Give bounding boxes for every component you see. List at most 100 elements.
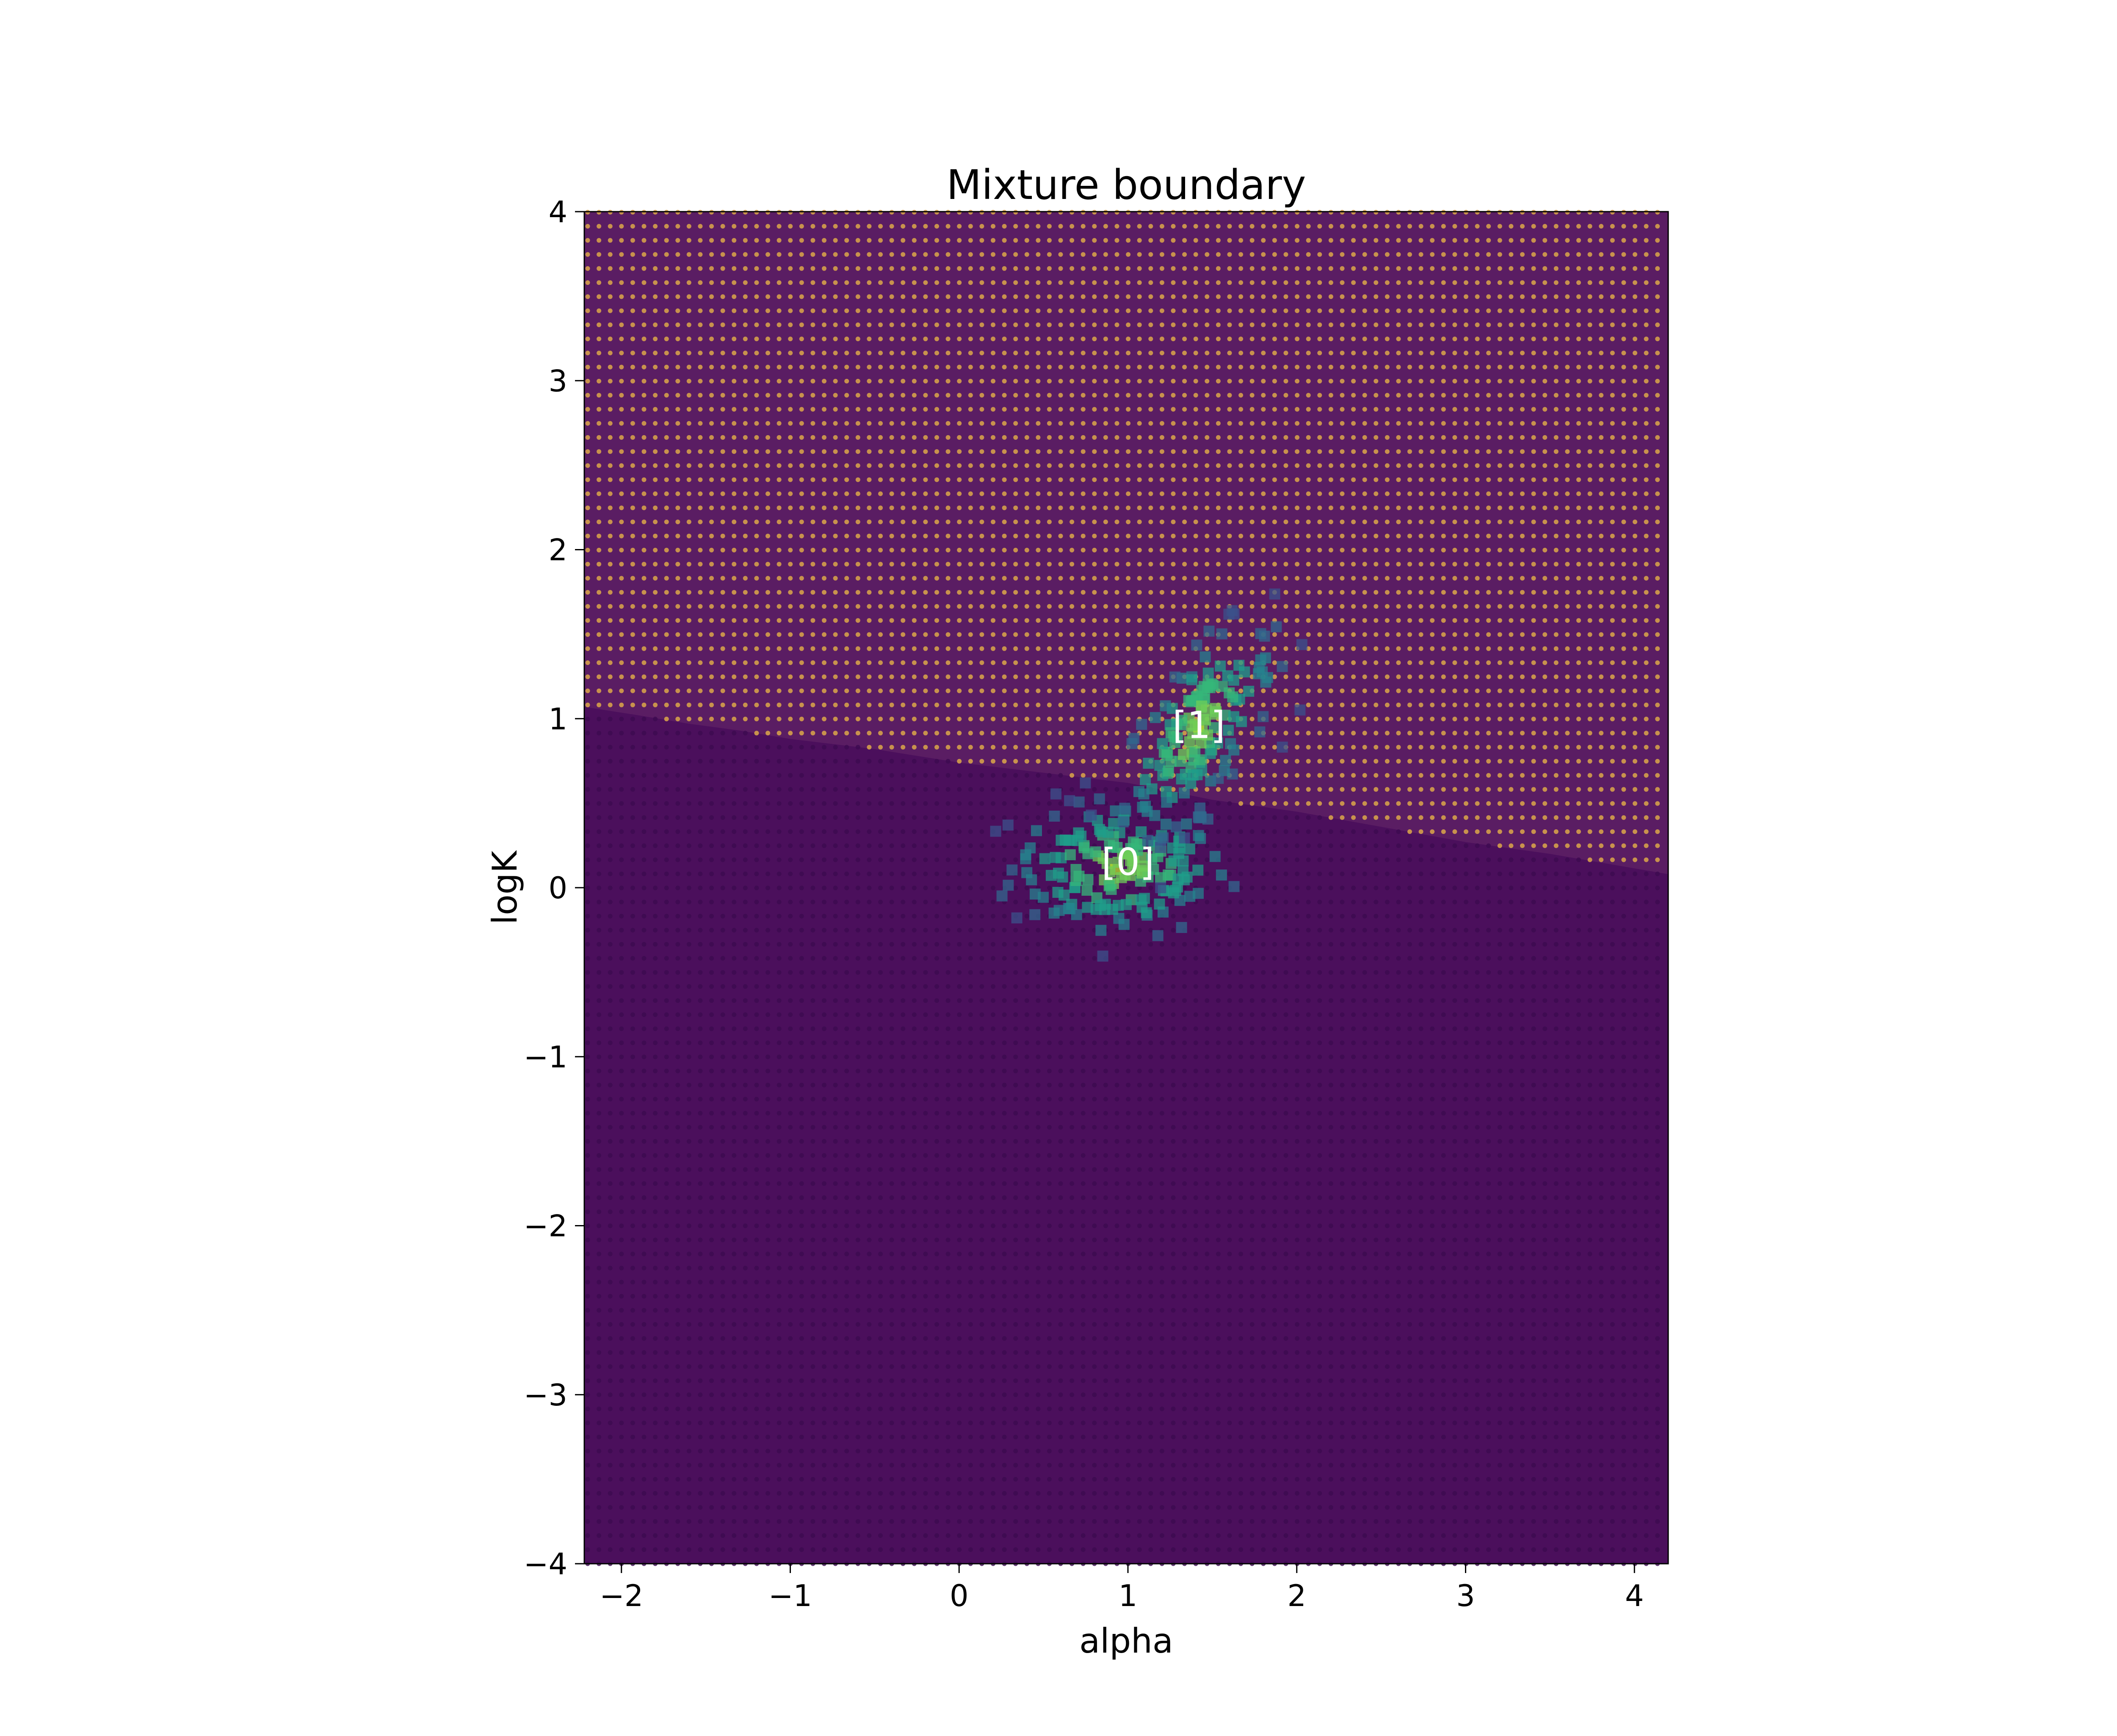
grid-dot-class-1 [1081,590,1086,595]
grid-dot-class-0 [923,1463,928,1468]
grid-dot-class-1 [912,660,917,665]
grid-dot-class-1 [1013,505,1018,511]
grid-dot-class-0 [1070,1435,1075,1440]
grid-dot-class-0 [799,1012,804,1017]
grid-dot-class-0 [810,829,815,834]
grid-dot-class-0 [912,1533,917,1538]
grid-dot-class-0 [788,871,793,876]
grid-dot-class-0 [698,1040,703,1045]
grid-dot-class-0 [799,970,804,975]
grid-dot-class-0 [810,1364,815,1369]
grid-dot-class-0 [968,857,973,862]
grid-dot-class-0 [1036,942,1041,947]
grid-dot-class-0 [754,1336,759,1341]
grid-dot-class-1 [1024,337,1029,342]
grid-dot-class-1 [889,562,894,567]
grid-dot-class-0 [1024,1139,1029,1144]
grid-dot-class-0 [1070,1082,1075,1087]
grid-dot-class-0 [1002,1111,1007,1116]
grid-dot-class-0 [979,801,984,806]
grid-dot-class-0 [1148,1111,1153,1116]
grid-dot-class-0 [743,1111,748,1116]
grid-dot-class-1 [641,688,647,693]
grid-dot-class-1 [698,351,703,356]
grid-dot-class-1 [1148,576,1153,581]
grid-dot-class-0 [709,773,714,778]
grid-dot-class-1 [1137,351,1142,356]
grid-dot-class-0 [585,1505,590,1510]
grid-dot-class-0 [1036,1111,1041,1116]
grid-dot-class-0 [822,1139,826,1144]
grid-dot-class-0 [889,984,894,989]
grid-dot-class-1 [686,294,691,299]
grid-dot-class-0 [585,914,590,919]
grid-dot-class-0 [1047,1449,1052,1454]
grid-dot-class-0 [822,1209,826,1214]
grid-dot-class-1 [1092,702,1097,707]
grid-dot-class-1 [833,435,838,440]
grid-dot-class-0 [732,1280,737,1285]
grid-dot-class-0 [799,1519,804,1524]
grid-dot-class-0 [1103,1350,1108,1355]
grid-dot-class-0 [597,1068,602,1074]
grid-dot-class-0 [844,1505,849,1510]
grid-dot-class-1 [630,463,635,468]
grid-dot-class-1 [957,449,962,454]
grid-dot-class-0 [1058,1392,1063,1397]
grid-dot-class-0 [855,970,860,975]
grid-dot-class-0 [641,886,647,891]
grid-dot-class-0 [1024,1012,1029,1017]
grid-dot-class-0 [957,1251,962,1256]
grid-dot-class-0 [619,1012,624,1017]
grid-dot-class-0 [934,1111,939,1116]
grid-dot-class-1 [754,280,759,285]
grid-dot-class-1 [855,674,860,679]
grid-dot-class-1 [934,266,939,271]
grid-dot-class-0 [1148,1251,1153,1256]
grid-dot-class-0 [675,1054,680,1060]
grid-dot-class-1 [1047,378,1052,384]
grid-dot-class-0 [979,1477,984,1482]
grid-dot-class-1 [675,660,680,665]
grid-dot-class-0 [822,1266,826,1271]
grid-dot-class-0 [934,1322,939,1327]
grid-dot-class-1 [991,364,995,370]
grid-dot-class-0 [664,1040,669,1045]
grid-dot-class-0 [1058,1435,1063,1440]
grid-dot-class-1 [1137,308,1142,313]
grid-dot-class-1 [720,294,725,299]
grid-dot-class-0 [934,1195,939,1200]
grid-dot-class-0 [867,843,872,848]
grid-dot-class-1 [912,351,917,356]
grid-dot-class-0 [698,1097,703,1101]
grid-dot-class-0 [1126,1082,1131,1087]
grid-dot-class-0 [698,914,703,919]
grid-dot-class-1 [1047,745,1052,750]
grid-dot-class-1 [1092,745,1097,750]
grid-dot-class-0 [653,1505,658,1510]
grid-dot-class-0 [912,801,917,806]
grid-dot-class-0 [1148,1547,1153,1552]
grid-dot-class-1 [1070,393,1075,398]
grid-dot-class-0 [1013,1125,1018,1130]
grid-dot-class-0 [923,1026,928,1031]
grid-dot-class-0 [855,1209,860,1214]
grid-dot-class-0 [766,1223,770,1228]
grid-dot-class-0 [608,886,613,891]
grid-dot-class-0 [1137,1026,1142,1031]
grid-dot-class-1 [1114,674,1119,679]
grid-dot-class-1 [653,407,658,412]
grid-dot-class-1 [1081,632,1086,637]
grid-dot-class-0 [912,984,917,989]
grid-dot-class-0 [585,1463,590,1468]
grid-dot-class-1 [1036,491,1041,496]
grid-dot-class-0 [1002,1491,1007,1496]
grid-dot-class-1 [619,519,624,524]
grid-dot-class-0 [1024,886,1029,891]
grid-dot-class-1 [957,533,962,538]
grid-dot-class-1 [923,294,928,299]
grid-dot-class-0 [664,984,669,989]
grid-dot-class-1 [934,491,939,496]
grid-dot-class-1 [1103,505,1108,511]
grid-dot-class-0 [1047,1111,1052,1116]
